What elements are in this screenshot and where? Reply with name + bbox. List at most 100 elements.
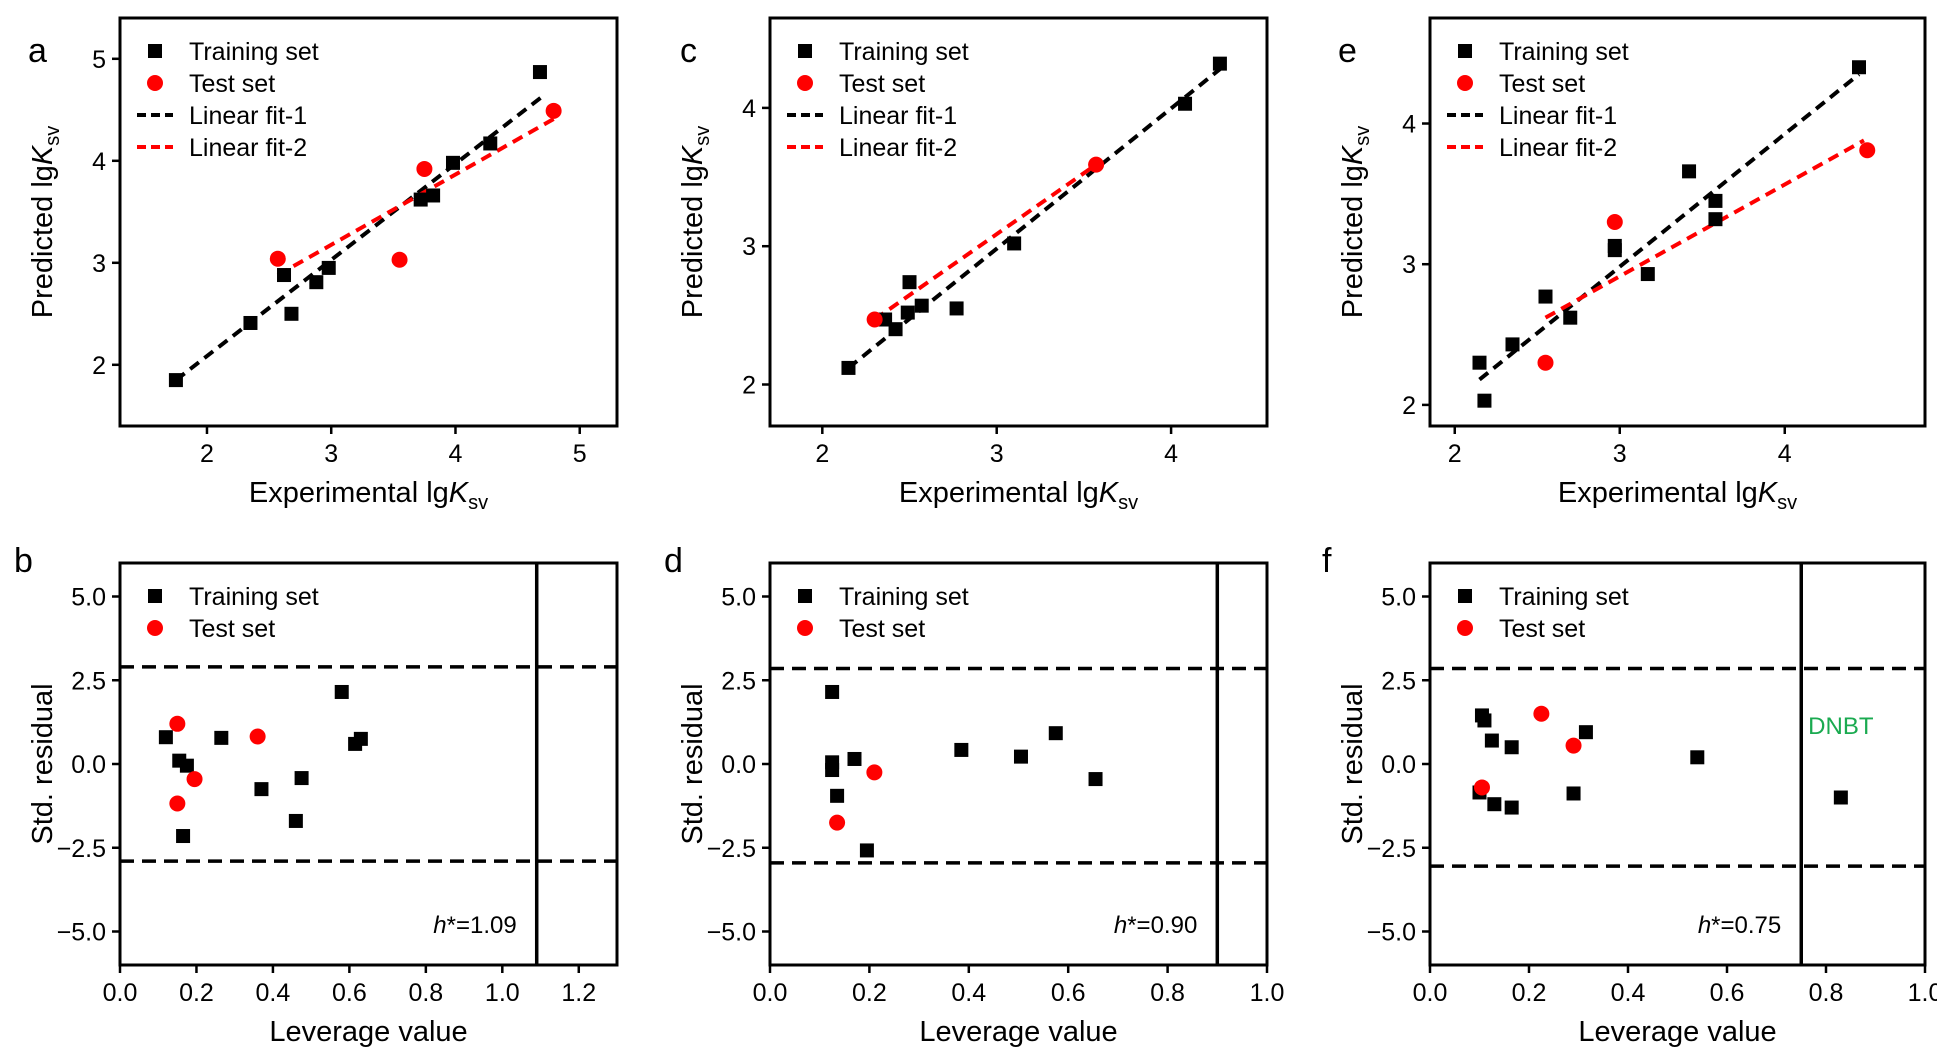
panel-f: f 0.0 0.2 0.4 0.6 0.8 1.0 5.0 2.5 0.0 −2.5 −5.0 Leve…	[1322, 542, 1937, 1048]
legend-label: Test set	[189, 615, 275, 643]
test-point	[1088, 156, 1105, 173]
y-tick-label: 2	[1402, 392, 1416, 420]
legend-label: Linear fit-2	[1499, 134, 1617, 162]
training-point	[1505, 337, 1520, 352]
y-axis-label: Predicted lgKsv	[1337, 126, 1374, 319]
y-tick-label: −5.0	[707, 919, 756, 947]
legend-label: Linear fit-2	[839, 134, 957, 162]
legend-marker-test	[1457, 75, 1473, 91]
legend-label: Linear fit-1	[189, 102, 307, 130]
x-tick-label: 1.2	[561, 979, 596, 1007]
training-point	[532, 65, 547, 80]
legend-marker-training	[798, 589, 812, 603]
legend-label: Training set	[839, 38, 969, 66]
fit-line-2	[1544, 138, 1865, 320]
h-star-annotation: h*=0.75	[1698, 912, 1781, 939]
y-tick-label: 5.0	[721, 584, 756, 612]
panel-letter-f: f	[1322, 542, 1332, 580]
training-point	[1487, 797, 1502, 812]
legend-label: Training set	[1499, 38, 1629, 66]
y-tick-label: 4	[1402, 111, 1416, 139]
training-point	[825, 763, 840, 778]
training-point	[1504, 800, 1519, 815]
y-tick-label: 0.0	[721, 751, 756, 779]
training-point	[1682, 164, 1697, 179]
x-tick-label: 3	[1613, 440, 1627, 468]
legend-label: Test set	[1499, 615, 1585, 643]
training-point	[413, 192, 428, 207]
training-point	[900, 305, 915, 320]
training-point	[1607, 243, 1622, 258]
y-axis-label: Std. residual	[677, 683, 709, 844]
training-point	[888, 322, 903, 337]
panel-letter-d: d	[664, 542, 683, 580]
training-point	[1504, 740, 1519, 755]
training-point	[158, 730, 173, 745]
x-tick-label: 0.2	[1512, 979, 1547, 1007]
test-point	[186, 771, 203, 788]
y-tick-label: −2.5	[707, 835, 756, 863]
training-point	[334, 684, 349, 699]
training-point	[243, 315, 258, 330]
training-point	[949, 301, 964, 316]
legend-marker-test	[797, 75, 813, 91]
x-axis-label: Experimental lgKsv	[899, 477, 1138, 514]
x-tick-label: 0.2	[852, 979, 887, 1007]
test-point	[269, 250, 286, 267]
y-tick-label: 0.0	[1381, 751, 1416, 779]
plot-frame	[1428, 16, 1927, 428]
training-point	[859, 843, 874, 858]
x-tick-label: 0.8	[408, 979, 443, 1007]
training-point	[284, 306, 299, 321]
test-point	[169, 795, 186, 812]
x-tick-label: 0.0	[103, 979, 138, 1007]
legend-marker-test	[1457, 620, 1473, 636]
training-point	[954, 742, 969, 757]
y-tick-label: 5	[92, 46, 106, 74]
training-point	[445, 155, 460, 170]
test-point	[1533, 705, 1550, 722]
plot-frame	[118, 16, 619, 428]
training-point	[1048, 726, 1063, 741]
training-point	[914, 298, 929, 313]
legend-marker-training	[148, 589, 162, 603]
training-point	[353, 731, 368, 746]
panel-a: a 2 3 4 5 2 3 4 5 Experimental lgKsv Predicted lgK…	[27, 16, 619, 514]
training-point	[1640, 267, 1655, 282]
x-tick-label: 0.0	[753, 979, 788, 1007]
x-tick-label: 0.6	[1051, 979, 1086, 1007]
x-tick-label: 1.0	[1908, 979, 1937, 1007]
x-tick-label: 0.4	[951, 979, 986, 1007]
y-tick-label: 2	[92, 352, 106, 380]
legend-marker-training	[1458, 589, 1472, 603]
x-tick-label: 2	[815, 440, 829, 468]
training-point	[309, 275, 324, 290]
training-point	[426, 188, 441, 203]
y-tick-label: 2.5	[1381, 667, 1416, 695]
x-tick-label: 0.8	[1150, 979, 1185, 1007]
legend-label: Training set	[189, 38, 319, 66]
legend-marker-training	[1458, 44, 1472, 58]
training-point	[1852, 60, 1866, 75]
training-point	[214, 730, 229, 745]
legend-label: Test set	[839, 70, 925, 98]
y-tick-label: 2	[742, 372, 756, 400]
panel-letter-b: b	[14, 542, 33, 580]
test-point	[1565, 737, 1582, 754]
y-axis-label: Std. residual	[27, 683, 59, 844]
training-point	[1566, 786, 1581, 801]
legend-label: Training set	[189, 583, 319, 611]
x-tick-label: 5	[573, 440, 587, 468]
x-tick-label: 1.0	[485, 979, 520, 1007]
training-point	[294, 771, 309, 786]
legend-marker-training	[148, 44, 162, 58]
y-tick-label: 0.0	[71, 751, 106, 779]
training-point	[321, 260, 336, 275]
y-tick-label: 3	[1402, 251, 1416, 279]
training-point	[483, 136, 498, 151]
legend-label: Linear fit-1	[839, 102, 957, 130]
test-point	[1859, 142, 1876, 159]
x-axis-label: Experimental lgKsv	[1558, 477, 1797, 514]
y-tick-label: 3	[742, 233, 756, 261]
